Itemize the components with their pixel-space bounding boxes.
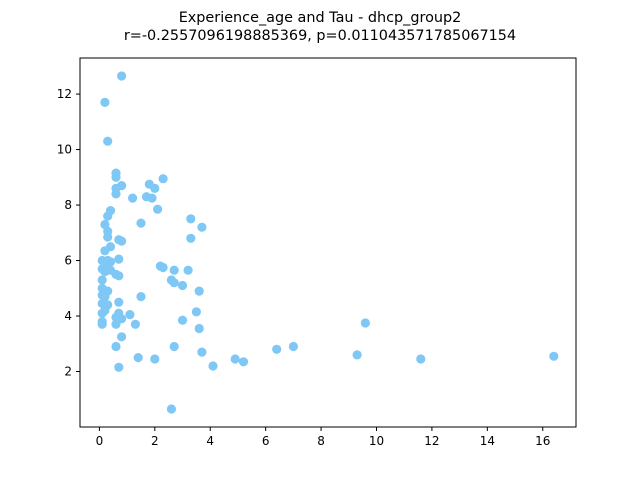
- data-points: [97, 71, 559, 414]
- data-point: [416, 354, 426, 364]
- data-point: [130, 319, 140, 329]
- data-point: [136, 292, 146, 302]
- data-point: [150, 354, 160, 364]
- data-point: [238, 357, 249, 367]
- data-point: [153, 204, 163, 214]
- data-point: [136, 218, 146, 228]
- x-tick-label: 8: [317, 434, 325, 448]
- plot-area-frame: [79, 57, 577, 428]
- data-point: [97, 275, 107, 285]
- data-point: [133, 353, 143, 363]
- data-point: [114, 254, 124, 264]
- x-tick-label: 16: [535, 434, 550, 448]
- data-point: [117, 332, 127, 342]
- data-point: [114, 271, 124, 281]
- data-point: [117, 181, 127, 191]
- data-point: [111, 319, 121, 329]
- data-point: [194, 323, 204, 334]
- x-tick-label: 0: [96, 434, 104, 448]
- data-point: [117, 71, 127, 81]
- data-point: [158, 262, 168, 273]
- data-point: [125, 310, 135, 320]
- data-point: [177, 280, 188, 291]
- x-tick-label: 12: [424, 434, 439, 448]
- data-point: [288, 341, 298, 352]
- data-point: [166, 404, 176, 414]
- data-point: [105, 257, 116, 267]
- data-point: [169, 265, 179, 275]
- data-point: [114, 297, 124, 307]
- data-point: [111, 189, 121, 199]
- data-point: [197, 222, 207, 232]
- x-tick-label: 4: [206, 434, 214, 448]
- chart-title-line1: Experience_age and Tau - dhcp_group2: [179, 10, 462, 26]
- data-point: [97, 319, 107, 329]
- data-point: [186, 233, 196, 243]
- data-point: [103, 211, 113, 221]
- data-point: [186, 214, 196, 224]
- data-point: [128, 193, 138, 203]
- data-point: [100, 97, 110, 107]
- y-tick-label: 6: [64, 254, 72, 268]
- x-tick-label: 14: [480, 434, 495, 448]
- data-point: [169, 341, 179, 352]
- y-tick-label: 2: [64, 365, 72, 379]
- data-point: [105, 242, 116, 252]
- data-point: [117, 236, 127, 246]
- data-point: [183, 265, 193, 275]
- x-tick-label: 6: [262, 434, 270, 448]
- data-point: [100, 219, 110, 230]
- data-point: [100, 305, 110, 316]
- data-point: [150, 183, 160, 193]
- data-point: [169, 278, 179, 288]
- data-point: [360, 318, 370, 328]
- y-tick-label: 12: [57, 87, 72, 101]
- data-point: [147, 193, 157, 203]
- data-point: [230, 354, 240, 364]
- chart-title-line2: r=-0.2557096198885369, p=0.0110435717850…: [124, 28, 516, 44]
- data-point: [352, 350, 362, 360]
- data-point: [208, 361, 218, 371]
- data-point: [111, 172, 121, 182]
- data-point: [191, 307, 201, 317]
- data-point: [549, 351, 559, 361]
- data-point: [272, 344, 282, 354]
- data-point: [103, 136, 113, 146]
- axis-ticks: 0 2 4 6 8 10 12 14 16 2 4 6 8 10 12: [57, 87, 551, 448]
- data-point: [100, 292, 110, 302]
- data-point: [158, 174, 168, 184]
- data-point: [194, 286, 204, 296]
- data-point: [177, 315, 188, 325]
- y-tick-label: 8: [64, 198, 72, 212]
- x-tick-label: 10: [369, 434, 384, 448]
- y-tick-label: 10: [57, 143, 72, 157]
- data-point: [114, 362, 124, 372]
- data-point: [197, 347, 207, 357]
- data-point: [103, 232, 113, 242]
- x-tick-label: 2: [151, 434, 159, 448]
- y-tick-label: 4: [64, 309, 72, 323]
- data-point: [111, 341, 121, 352]
